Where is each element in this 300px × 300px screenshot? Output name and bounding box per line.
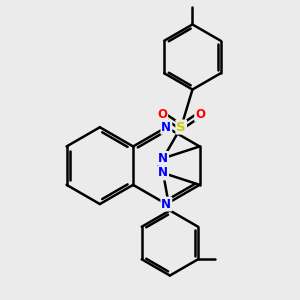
- Text: N: N: [161, 198, 171, 211]
- Text: N: N: [161, 121, 171, 134]
- Text: N: N: [158, 167, 168, 179]
- Text: N: N: [158, 152, 168, 165]
- Text: S: S: [176, 121, 186, 134]
- Text: O: O: [195, 108, 205, 121]
- Text: O: O: [157, 108, 167, 121]
